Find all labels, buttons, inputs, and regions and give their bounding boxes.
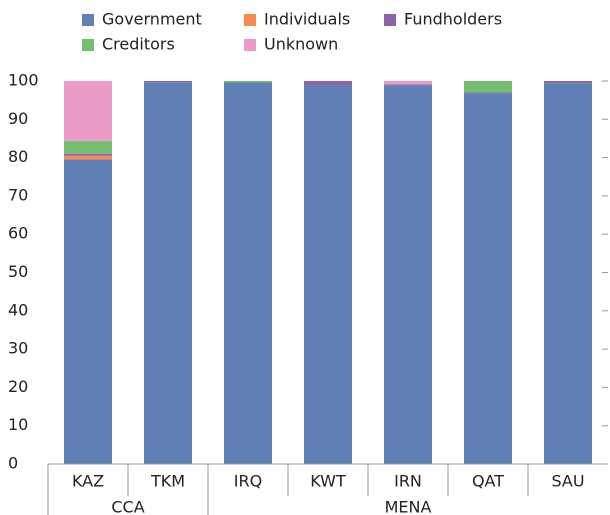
y-tick-label: 60 — [8, 224, 28, 243]
legend-label: Fundholders — [404, 10, 502, 29]
group-label: CCA — [111, 498, 144, 515]
x-tick-label: TKM — [150, 472, 185, 491]
y-tick-label: 100 — [8, 71, 39, 90]
legend-swatch — [384, 14, 396, 26]
x-tick-label: IRN — [394, 472, 422, 491]
y-tick-label: 80 — [8, 147, 28, 166]
bar-segment — [464, 81, 512, 93]
group-label: MENA — [385, 498, 432, 515]
bar-segment — [384, 84, 432, 86]
legend-label: Government — [102, 10, 202, 29]
bar-segment — [384, 85, 432, 464]
y-tick-label: 20 — [8, 377, 28, 396]
bar-segment — [464, 92, 512, 94]
y-tick-label: 30 — [8, 339, 28, 358]
bar-segment — [64, 141, 112, 154]
y-tick-label: 40 — [8, 300, 28, 319]
x-tick-label: QAT — [472, 472, 504, 491]
x-tick-label: IRQ — [234, 472, 262, 491]
bar-segment — [64, 81, 112, 142]
legend-swatch — [82, 14, 94, 26]
bar-segment — [224, 82, 272, 465]
bar-segment — [464, 93, 512, 465]
legend-swatch — [82, 39, 94, 51]
legend-swatch — [244, 14, 256, 26]
bar-segment — [144, 81, 192, 83]
y-tick-label: 10 — [8, 415, 28, 434]
y-tick-label: 0 — [8, 454, 18, 473]
bar-segment — [64, 155, 112, 160]
x-tick-label: SAU — [551, 472, 584, 491]
legend-label: Individuals — [264, 10, 350, 29]
x-tick-label: KWT — [310, 472, 346, 491]
bar-segment — [224, 81, 272, 83]
bar-segment — [384, 81, 432, 85]
legend-label: Creditors — [102, 35, 175, 54]
bar-segment — [544, 81, 592, 84]
bar-segment — [304, 81, 352, 86]
bar-segment — [304, 85, 352, 464]
bar-segment — [544, 83, 592, 464]
y-tick-label: 70 — [8, 185, 28, 204]
legend-swatch — [244, 39, 256, 51]
bar-segment — [64, 153, 112, 156]
x-tick-label: KAZ — [72, 472, 104, 491]
bar-segment — [64, 159, 112, 464]
legend-label: Unknown — [264, 35, 338, 54]
y-tick-label: 50 — [8, 262, 28, 281]
y-tick-label: 90 — [8, 109, 28, 128]
bar-segment — [144, 82, 192, 465]
